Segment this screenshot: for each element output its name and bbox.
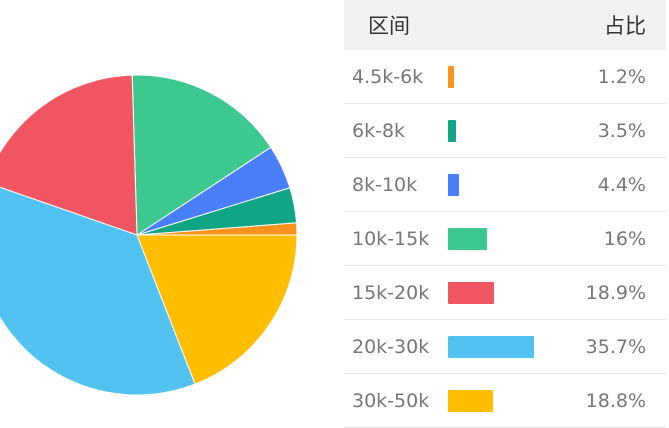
- legend-percent-label: 18.9%: [585, 281, 646, 304]
- legend-row: 20k-30k 35.7%: [344, 320, 666, 374]
- legend-bar: [448, 335, 534, 358]
- legend-bar-track: [448, 119, 566, 142]
- legend-category-label: 30k-50k: [352, 389, 430, 412]
- pie-chart: [0, 0, 340, 420]
- legend-bar: [448, 281, 494, 304]
- legend-percent-label: 1.2%: [597, 65, 646, 88]
- pie-slice-15k-20k[interactable]: [0, 74, 138, 236]
- legend-bar: [448, 65, 454, 88]
- pie-slice-20k-30k[interactable]: [0, 182, 196, 396]
- legend-category-label: 20k-30k: [352, 335, 430, 358]
- legend-bar: [448, 227, 487, 250]
- legend-bar: [448, 389, 494, 412]
- legend-table: 区间 占比 4.5k-6k 1.2% 6k-8k 3.5% 8k-10k 4.4% 10k-…: [344, 0, 666, 428]
- pie-slice-30k-50k[interactable]: [136, 234, 298, 385]
- legend-percent-label: 4.4%: [597, 173, 646, 196]
- pie-chart-svg: [0, 74, 298, 396]
- legend-category-label: 8k-10k: [352, 173, 418, 196]
- header-range: 区间: [368, 14, 410, 38]
- legend-table-header: 区间 占比: [344, 0, 666, 50]
- legend-bar: [448, 119, 457, 142]
- legend-row: 6k-8k 3.5%: [344, 104, 666, 158]
- legend-rows: 4.5k-6k 1.2% 6k-8k 3.5% 8k-10k 4.4% 10k-15k 16%…: [344, 50, 666, 428]
- legend-bar-track: [448, 389, 566, 412]
- legend-percent-label: 18.8%: [585, 389, 646, 412]
- legend-category-label: 15k-20k: [352, 281, 430, 304]
- legend-percent-label: 35.7%: [585, 335, 646, 358]
- legend-row: 4.5k-6k 1.2%: [344, 50, 666, 104]
- legend-category-label: 10k-15k: [352, 227, 430, 250]
- legend-bar-track: [448, 173, 566, 196]
- legend-row: 15k-20k 18.9%: [344, 266, 666, 320]
- legend-row: 10k-15k 16%: [344, 212, 666, 266]
- legend-bar-track: [448, 65, 566, 88]
- legend-row: 8k-10k 4.4%: [344, 158, 666, 212]
- header-share: 占比: [604, 14, 646, 38]
- legend-percent-label: 3.5%: [597, 119, 646, 142]
- pie-slice-10k-15k[interactable]: [131, 74, 272, 236]
- legend-bar: [448, 173, 459, 196]
- legend-bar-track: [448, 227, 566, 250]
- legend-category-label: 6k-8k: [352, 119, 406, 142]
- legend-bar-track: [448, 335, 566, 358]
- legend-percent-label: 16%: [603, 227, 646, 250]
- legend-category-label: 4.5k-6k: [352, 65, 424, 88]
- legend-bar-track: [448, 281, 566, 304]
